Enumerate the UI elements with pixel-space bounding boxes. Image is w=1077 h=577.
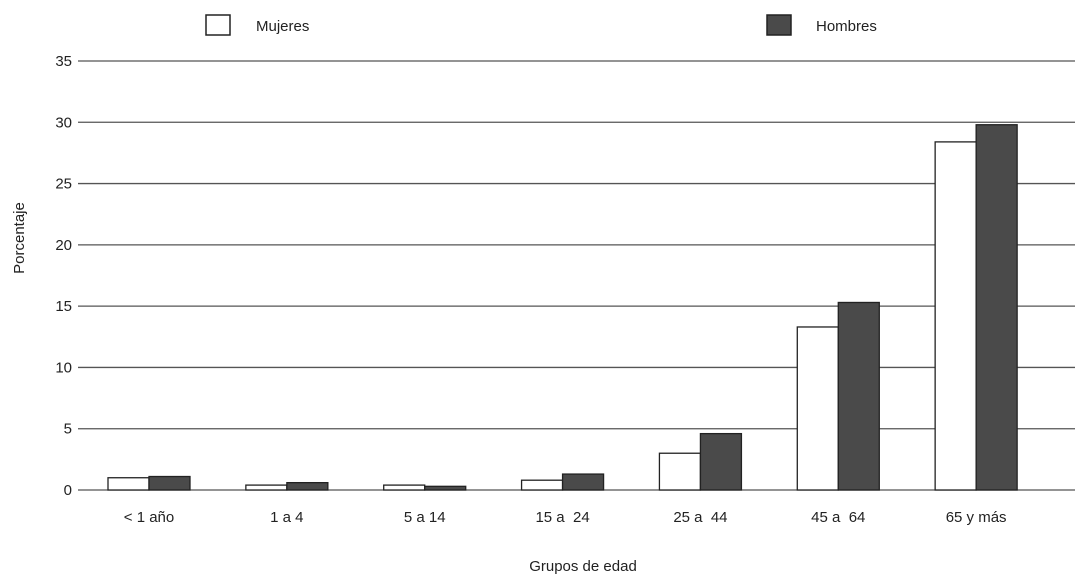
bars (107, 124, 1018, 491)
y-tick-label: 10 (55, 359, 72, 376)
x-category-label: 5 a 14 (404, 509, 446, 526)
x-category-label: 25 a 44 (673, 509, 727, 526)
y-tick-label: 5 (64, 421, 72, 438)
y-tick-label: 0 (64, 482, 72, 499)
bar-hombres (975, 124, 1018, 491)
bar-hombres (424, 485, 467, 491)
x-category-label: 45 a 64 (811, 509, 865, 526)
bar-hombres (286, 481, 329, 491)
x-category-label: < 1 año (124, 509, 174, 526)
y-tick-label: 25 (55, 176, 72, 193)
bar-hombres (837, 301, 880, 491)
x-category-label: 15 a 24 (535, 509, 589, 526)
x-category-label: 65 y más (946, 509, 1007, 526)
bar-mujeres (934, 141, 977, 491)
legend-label-hombres: Hombres (816, 18, 877, 35)
y-axis-ticks: 0 5 10 15 20 25 30 35 (55, 53, 72, 499)
x-axis-labels: < 1 año 1 a 4 5 a 14 15 a 24 25 a 44 45 a 64 6… (124, 509, 1007, 526)
y-axis-title: Porcentaje (11, 202, 28, 274)
y-tick-label: 20 (55, 237, 72, 254)
bar-mujeres (520, 479, 564, 491)
bar-hombres (148, 475, 191, 491)
bar-mujeres (658, 452, 702, 491)
legend-label-mujeres: Mujeres (256, 18, 309, 35)
legend-swatch-mujeres (205, 14, 231, 36)
bar-hombres (699, 432, 743, 491)
legend: Mujeres Hombres (205, 14, 877, 36)
y-tick-label: 30 (55, 114, 72, 131)
x-axis-title: Grupos de edad (529, 558, 637, 575)
gridlines (78, 60, 1075, 491)
bar-mujeres (245, 484, 288, 491)
legend-swatch-hombres (766, 14, 792, 36)
bar-hombres (561, 473, 605, 491)
y-tick-label: 15 (55, 298, 72, 315)
y-tick-label: 35 (55, 53, 72, 70)
x-category-label: 1 a 4 (270, 509, 303, 526)
bar-mujeres (796, 326, 839, 491)
bar-mujeres (383, 484, 426, 491)
bar-mujeres (107, 477, 150, 491)
